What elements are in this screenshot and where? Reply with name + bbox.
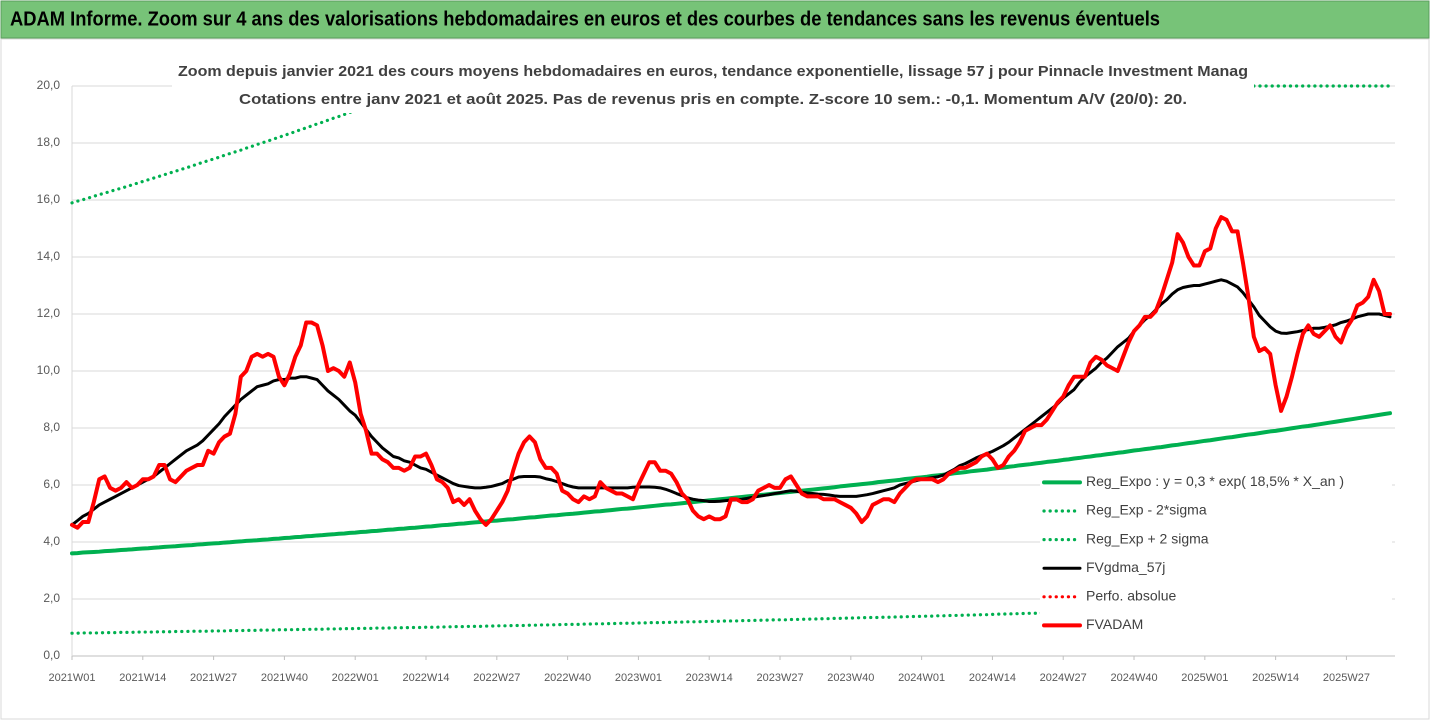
y-tick-label: 6,0 (43, 477, 60, 491)
x-tick-label: 2024W01 (898, 672, 945, 684)
y-tick-label: 12,0 (37, 306, 61, 320)
chart-title: Zoom depuis janvier 2021 des cours moyen… (178, 63, 1248, 80)
x-tick-label: 2023W01 (615, 672, 662, 684)
chart-subtitle: Cotations entre janv 2021 et août 2025. … (239, 91, 1187, 108)
header-bar (0, 0, 1430, 39)
x-tick-label: 2021W40 (261, 672, 308, 684)
x-tick-label: 2021W01 (48, 672, 95, 684)
series-line (70, 215, 1392, 530)
x-tick-label: 2024W14 (969, 672, 1016, 684)
y-tick-label: 0,0 (43, 648, 60, 662)
y-tick-label: 10,0 (37, 363, 61, 377)
legend-label: Reg_Expo : y = 0,3 * exp( 18,5% * X_an ) (1086, 473, 1344, 489)
y-tick-label: 20,0 (37, 78, 61, 92)
legend: Reg_Expo : y = 0,3 * exp( 18,5% * X_an )… (1040, 468, 1392, 650)
legend-box (1040, 468, 1392, 650)
header-title: ADAM Informe. Zoom sur 4 ans des valoris… (10, 8, 1160, 30)
y-tick-label: 4,0 (43, 534, 60, 548)
legend-label: Reg_Exp - 2*sigma (1086, 502, 1207, 518)
y-tick-label: 2,0 (43, 591, 60, 605)
x-tick-label: 2022W27 (473, 672, 520, 684)
legend-label: FVADAM (1086, 616, 1143, 632)
y-tick-label: 18,0 (37, 135, 61, 149)
legend-label: FVgdma_57j (1086, 559, 1165, 575)
x-tick-label: 2025W27 (1323, 672, 1370, 684)
x-tick-label: 2022W14 (402, 672, 449, 684)
x-tick-label: 2022W01 (332, 672, 379, 684)
legend-label: Reg_Exp + 2 sigma (1086, 530, 1209, 546)
chart-frame (0, 38, 1430, 720)
x-tick-label: 2021W27 (190, 672, 237, 684)
x-tick-label: 2023W40 (827, 672, 874, 684)
y-tick-label: 8,0 (43, 420, 60, 434)
x-tick-label: 2024W40 (1110, 672, 1157, 684)
x-tick-label: 2023W14 (686, 672, 733, 684)
x-tick-label: 2025W14 (1252, 672, 1299, 684)
y-tick-label: 14,0 (37, 249, 61, 263)
x-tick-label: 2025W01 (1181, 672, 1228, 684)
x-tick-label: 2022W40 (544, 672, 591, 684)
x-tick-label: 2023W27 (756, 672, 803, 684)
x-tick-label: 2024W27 (1040, 672, 1087, 684)
x-tick-label: 2021W14 (119, 672, 166, 684)
legend-label: Perfo. absolue (1086, 588, 1176, 604)
title-box (172, 57, 1254, 113)
y-tick-label: 16,0 (37, 192, 61, 206)
